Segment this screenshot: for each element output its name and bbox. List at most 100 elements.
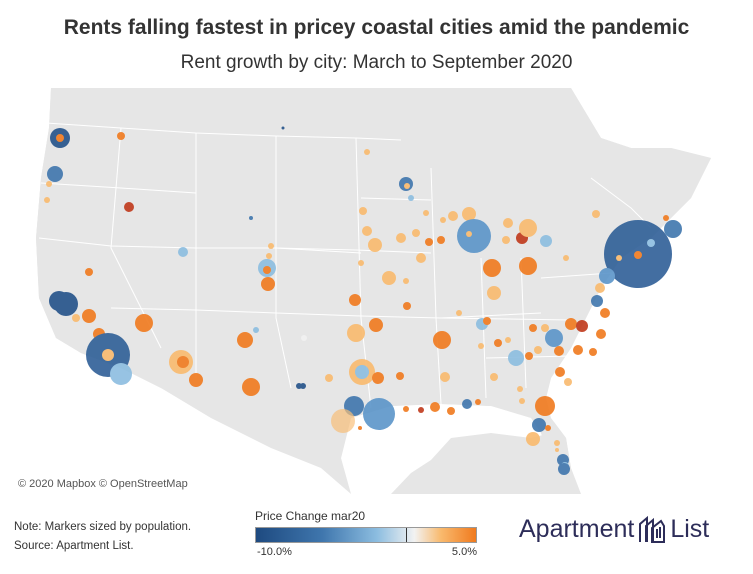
city-marker: [519, 257, 537, 275]
city-marker: [368, 238, 382, 252]
city-marker: [263, 266, 271, 274]
city-marker: [508, 350, 524, 366]
city-marker: [483, 317, 491, 325]
legend-title: Price Change mar20: [255, 509, 366, 523]
chart-title: Rents falling fastest in pricey coastal …: [63, 16, 690, 39]
city-marker: [110, 363, 132, 385]
city-marker: [457, 219, 491, 253]
city-marker: [466, 231, 472, 237]
chart-notes: Note: Markers sized by population. Sourc…: [14, 518, 191, 556]
city-marker: [600, 308, 610, 318]
city-marker: [540, 235, 552, 247]
city-marker: [300, 383, 306, 389]
city-marker: [403, 302, 411, 310]
city-marker: [591, 295, 603, 307]
city-marker: [532, 418, 546, 432]
city-marker: [634, 251, 642, 259]
note-markers: Note: Markers sized by population.: [14, 521, 192, 533]
legend-gradient-bar: [255, 527, 477, 543]
city-marker: [433, 331, 451, 349]
brand-word-list: List: [670, 514, 710, 543]
city-marker: [503, 218, 513, 228]
city-marker: [301, 335, 307, 341]
city-marker: [563, 255, 569, 261]
city-marker: [596, 329, 606, 339]
city-marker: [494, 339, 502, 347]
legend-min-label: -10.0%: [257, 546, 292, 558]
map-attribution: © 2020 Mapbox © OpenStreetMap: [18, 478, 188, 490]
legend-labels: -10.0% 5.0%: [255, 546, 477, 560]
city-marker: [418, 407, 424, 413]
atlantic-ocean: [546, 88, 741, 494]
city-marker: [440, 372, 450, 382]
city-marker: [564, 378, 572, 386]
city-marker: [440, 217, 446, 223]
city-marker: [403, 278, 409, 284]
city-marker: [355, 365, 369, 379]
color-legend: Price Change mar20 -10.0% 5.0%: [255, 509, 477, 560]
city-marker: [505, 337, 511, 343]
city-marker: [462, 207, 476, 221]
city-marker: [529, 324, 537, 332]
city-marker: [555, 367, 565, 377]
city-marker: [325, 374, 333, 382]
city-marker: [545, 425, 551, 431]
city-marker: [573, 345, 583, 355]
city-marker: [647, 239, 655, 247]
us-map[interactable]: © 2020 Mapbox © OpenStreetMap: [11, 88, 741, 494]
city-marker: [72, 314, 80, 322]
city-marker: [249, 216, 253, 220]
city-marker: [589, 348, 597, 356]
city-marker: [535, 396, 555, 416]
gulf-of-mexico: [341, 404, 556, 494]
brand-logo: Apartment List: [519, 514, 709, 544]
city-marker: [396, 372, 404, 380]
city-marker: [541, 324, 549, 332]
legend-max-label: 5.0%: [451, 546, 477, 558]
city-marker: [242, 378, 260, 396]
land-mass: [36, 88, 711, 478]
city-marker: [382, 271, 396, 285]
city-marker: [124, 202, 134, 212]
city-marker: [565, 318, 577, 330]
city-marker: [430, 402, 440, 412]
city-marker: [117, 132, 125, 140]
city-marker: [663, 215, 669, 221]
city-marker: [46, 181, 52, 187]
city-marker: [347, 324, 365, 342]
city-marker: [135, 314, 153, 332]
city-markers: [44, 126, 682, 475]
city-marker: [554, 346, 564, 356]
city-marker: [54, 292, 78, 316]
city-marker: [85, 268, 93, 276]
city-marker: [47, 166, 63, 182]
city-marker: [237, 332, 253, 348]
city-marker: [396, 233, 406, 243]
city-marker: [447, 407, 455, 415]
city-marker: [616, 255, 622, 261]
city-marker: [102, 349, 114, 361]
city-marker: [490, 373, 498, 381]
city-marker: [558, 463, 570, 475]
city-marker: [502, 236, 510, 244]
city-marker: [416, 253, 426, 263]
city-marker: [423, 210, 429, 216]
city-marker: [358, 426, 362, 430]
chart-subtitle: Rent growth by city: March to September …: [180, 52, 573, 73]
city-marker: [448, 211, 458, 221]
city-marker: [555, 448, 559, 452]
city-marker: [478, 343, 484, 349]
map-canvas: [11, 88, 741, 494]
city-marker: [359, 207, 367, 215]
city-marker: [403, 406, 409, 412]
legend-zero-tick: [406, 528, 407, 542]
city-marker: [425, 238, 433, 246]
city-marker: [266, 253, 272, 259]
city-marker: [519, 219, 537, 237]
city-marker: [362, 226, 372, 236]
city-marker: [487, 286, 501, 300]
city-marker: [404, 183, 410, 189]
city-marker: [56, 134, 64, 142]
city-marker: [437, 236, 445, 244]
building-icon: [639, 515, 666, 543]
